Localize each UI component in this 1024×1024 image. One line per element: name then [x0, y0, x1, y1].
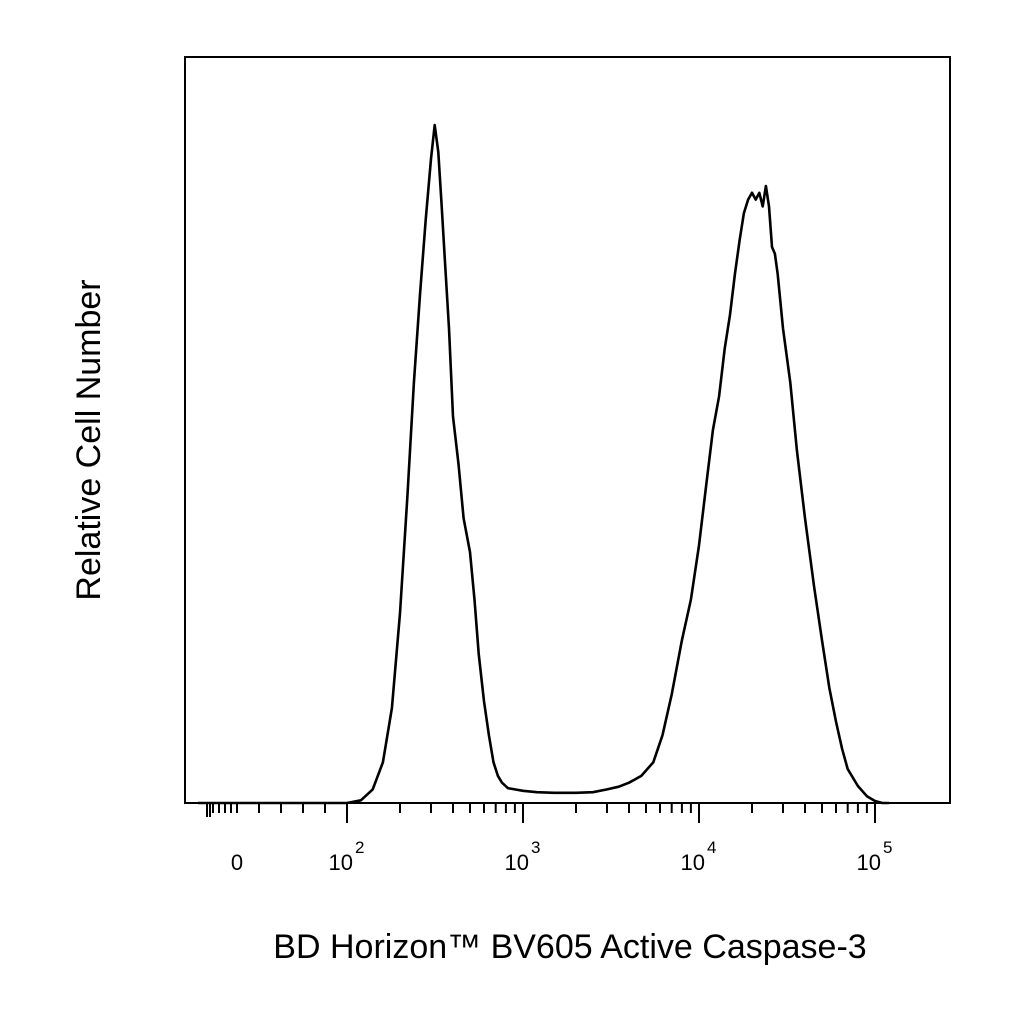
x-axis-ticks: [206, 803, 876, 823]
x-axis-title: BD Horizon™ BV605 Active Caspase-3: [273, 928, 866, 966]
x-tick-exponent: 5: [883, 838, 892, 857]
plot-frame: [184, 56, 951, 804]
x-tick-label: 10: [681, 850, 705, 875]
x-tick-label: 10: [505, 850, 529, 875]
x-tick-exponent: 2: [355, 838, 364, 857]
x-tick-exponent: 3: [531, 838, 540, 857]
histogram-series-line: [198, 123, 889, 805]
x-tick-label: 0: [231, 850, 243, 875]
x-tick-label: 10: [857, 850, 881, 875]
x-tick-label: 10: [329, 850, 353, 875]
x-tick-exponent: 4: [707, 838, 716, 857]
y-axis-title: Relative Cell Number: [70, 279, 108, 600]
